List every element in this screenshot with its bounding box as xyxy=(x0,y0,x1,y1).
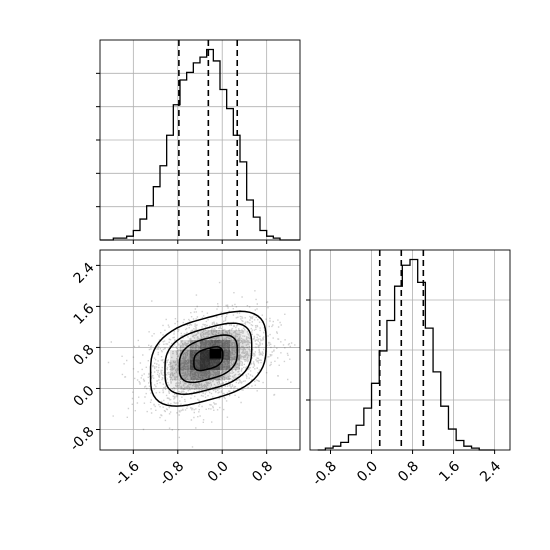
joint-panel-density-cell xyxy=(200,360,210,370)
joint-panel-density-cell xyxy=(230,340,240,350)
joint-panel-frame xyxy=(99,249,301,451)
joint-panel-density-cell xyxy=(170,370,180,380)
joint-panel-density-cell xyxy=(230,330,240,340)
joint-panel-density-cell xyxy=(210,380,220,390)
joint-panel-density-cell xyxy=(230,350,240,360)
joint-panel-density-cell xyxy=(210,370,220,380)
joint-panel-density-cell xyxy=(190,330,200,340)
joint-panel-density-cell xyxy=(240,330,250,340)
joint-panel-density-cell xyxy=(230,370,240,380)
data-layer xyxy=(100,48,495,451)
joint-panel-contour-0 xyxy=(193,346,224,372)
joint-panel-density-cell xyxy=(190,340,200,350)
joint-panel-xtick-label-1: -0.8 xyxy=(157,458,188,489)
joint-panel-ytick-label-0: -0.8 xyxy=(67,424,98,455)
joint-panel-density-cell xyxy=(170,380,180,390)
joint-panel-ytick-label-2: 0.8 xyxy=(71,342,98,369)
joint-panel-density-cell xyxy=(180,340,190,350)
joint-panel-density-cell xyxy=(220,350,230,360)
joint-panel-density-cell xyxy=(190,370,200,380)
joint-panel-contour-2 xyxy=(164,322,253,396)
right-panel-xtick-label-1: 0.0 xyxy=(354,458,381,485)
joint-panel-density-cell xyxy=(180,370,190,380)
joint-panel-density-cell xyxy=(210,360,220,370)
joint-panel-ytick-label-3: 1.6 xyxy=(71,301,98,328)
joint-panel-density-cell xyxy=(220,360,230,370)
joint-panel-density-cell xyxy=(180,360,190,370)
joint-panel-density-cell xyxy=(190,380,200,390)
right-panel-xtick-label-0: -0.8 xyxy=(309,458,340,489)
joint-panel-xtick-label-0: -1.6 xyxy=(112,458,143,489)
grid-layer xyxy=(100,40,510,450)
joint-panel-density-cell xyxy=(210,340,220,350)
joint-panel-density-cell xyxy=(170,350,180,360)
joint-panel-density-cell xyxy=(180,350,190,360)
joint-panel-ytick-label-4: 2.4 xyxy=(71,260,98,287)
joint-panel-density-cell xyxy=(170,360,180,370)
right-panel-histogram xyxy=(317,258,495,451)
joint-panel-density-cell xyxy=(200,340,210,350)
joint-panel-contour-1 xyxy=(178,334,238,384)
joint-panel-xtick-label-3: 0.8 xyxy=(249,458,276,485)
right-panel-xtick-label-3: 1.6 xyxy=(436,458,463,485)
joint-panel-contour-3 xyxy=(149,310,267,407)
joint-panel-ytick-label-1: 0.0 xyxy=(71,383,98,410)
joint-panel-density-cell xyxy=(220,340,230,350)
joint-panel-density-cell xyxy=(190,360,200,370)
joint-panel-density-cell xyxy=(180,380,190,390)
joint-panel-density-cell xyxy=(220,370,230,380)
right-panel-xtick-label-4: 2.4 xyxy=(477,458,504,485)
right-panel-xtick-label-2: 0.8 xyxy=(395,458,422,485)
joint-panel-density-cell xyxy=(200,330,210,340)
joint-panel-density-peak xyxy=(209,348,222,359)
joint-panel-density-cell xyxy=(200,380,210,390)
joint-panel-density-cell xyxy=(240,350,250,360)
joint-panel-density-cell xyxy=(210,330,220,340)
joint-panel-xtick-label-2: 0.0 xyxy=(205,458,232,485)
joint-panel-density-cell xyxy=(240,340,250,350)
overlay-layer xyxy=(149,40,425,450)
joint-panel-density-cell xyxy=(200,370,210,380)
tick-layer: -1.6 -0.8 0.0 0.8 -0.8 0.0 0.8 1.6 2.4 -0.8 0.0 0.8… xyxy=(67,72,504,489)
joint-panel-density-cell xyxy=(200,350,210,360)
top-panel-histogram xyxy=(100,48,300,241)
